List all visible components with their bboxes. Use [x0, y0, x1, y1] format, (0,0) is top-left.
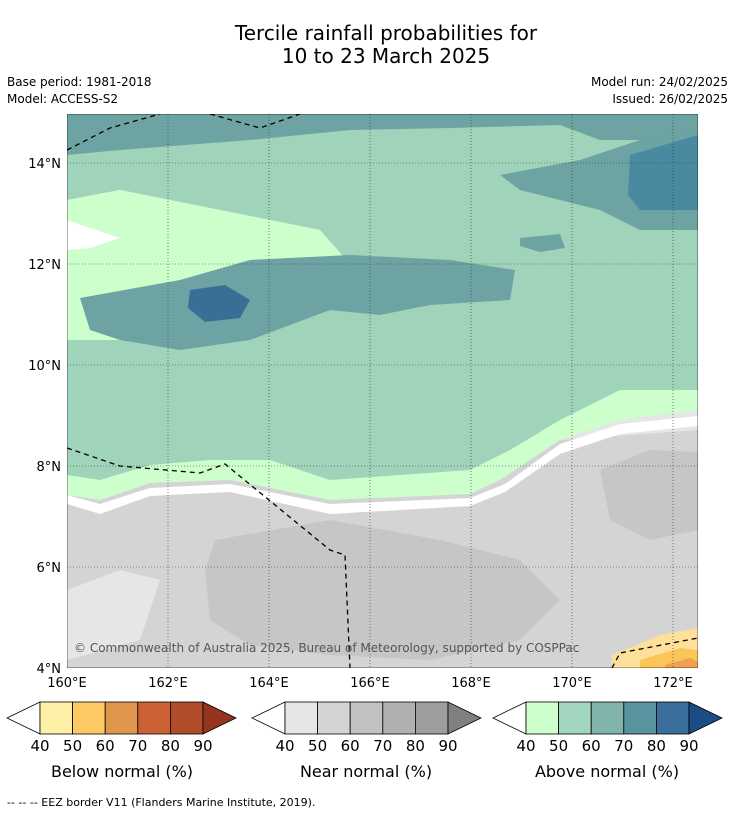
x-ticks: 160°E 162°E 164°E 166°E 168°E 170°E 172°…: [47, 676, 693, 691]
above-60-top: [67, 114, 698, 155]
colorbar-near: 40 50 60 70 80 90: [251, 701, 482, 755]
colorbar-tick-label: 50: [308, 737, 327, 755]
colorbar-swatch: [137, 701, 171, 735]
colorbar-tick-label: 60: [341, 737, 360, 755]
colorbar-above: 40 50 60 70 80 90: [492, 701, 723, 755]
y-tick: 8°N: [37, 460, 62, 475]
map-fill: [67, 114, 698, 668]
x-tick: 160°E: [47, 676, 87, 691]
colorbar-swatch: [72, 701, 106, 735]
y-tick: 10°N: [28, 359, 61, 374]
model-name: Model: ACCESS-S2: [7, 92, 119, 106]
above-60-small: [520, 234, 565, 252]
colorbar-tick-label: 40: [30, 737, 49, 755]
colorbar-tick-label: 50: [63, 737, 82, 755]
colorbar-tick-label: 90: [438, 737, 457, 755]
colorbar-swatch: [623, 701, 657, 735]
x-tick: 166°E: [350, 676, 390, 691]
colorbar-extend-high: [202, 701, 237, 735]
above-normal-label: Above normal (%): [534, 762, 680, 781]
colorbar-swatch: [656, 701, 690, 735]
below-60-region: [665, 658, 698, 668]
title-line-2: 10 to 23 March 2025: [281, 44, 491, 68]
colorbar-extend-high: [447, 701, 482, 735]
meta-left: Base period: 1981-2018 Model: ACCESS-S2: [7, 74, 152, 108]
legend: 40 50 60 70 80 90 40 50 60 70 80 90 40 50 60 70 80 90: [6, 701, 723, 755]
colorbar-swatch: [414, 701, 449, 735]
white-gap: [67, 416, 698, 514]
colorbar-tick-label: 80: [647, 737, 666, 755]
near-60-region-east: [600, 450, 698, 540]
x-tick: 162°E: [148, 676, 188, 691]
colorbar-tick-label: 40: [275, 737, 294, 755]
colorbar-extend-low: [251, 701, 286, 735]
colorbar-tick-label: 90: [679, 737, 698, 755]
colorbar-tick-label: 60: [582, 737, 601, 755]
colorbar-extend-low: [6, 701, 41, 735]
colorbar-swatch: [349, 701, 384, 735]
y-tick: 14°N: [28, 157, 61, 172]
colorbar-swatch: [317, 701, 351, 735]
above-60-region: [80, 255, 515, 350]
colorbar-tick-label: 80: [406, 737, 425, 755]
colorbar-swatch: [104, 701, 139, 735]
title-line-1: Tercile rainfall probabilities for: [234, 21, 538, 45]
colorbar-tick-label: 90: [193, 737, 212, 755]
model-run: Model run: 24/02/2025: [590, 75, 728, 89]
x-tick: 170°E: [552, 676, 592, 691]
colorbar-swatch: [525, 701, 559, 735]
colorbar-tick-label: 80: [161, 737, 180, 755]
colorbar-extend-low: [492, 701, 527, 735]
x-tick: 168°E: [451, 676, 491, 691]
below-normal-label: Below normal (%): [50, 762, 194, 781]
issued-date: Issued: 26/02/2025: [612, 92, 728, 106]
grid: [67, 114, 698, 668]
x-tick: 164°E: [249, 676, 289, 691]
y-ticks: 14°N 12°N 10°N 8°N 6°N 4°N: [28, 157, 61, 677]
colorbar-swatch: [169, 701, 204, 735]
near-40-left: [67, 570, 160, 660]
map: 14°N 12°N 10°N 8°N 6°N 4°N 160°E 162°E 1…: [28, 114, 698, 691]
white-left: [67, 220, 120, 250]
colorbar-tick-label: 60: [96, 737, 115, 755]
colorbar-below: 40 50 60 70 80 90: [6, 701, 237, 755]
y-tick: 6°N: [37, 561, 62, 576]
y-tick: 4°N: [37, 662, 62, 677]
base-period: Base period: 1981-2018: [7, 75, 152, 89]
colorbar-tick-label: 50: [549, 737, 568, 755]
eez-border: [67, 114, 698, 668]
map-title: Tercile rainfall probabilities for 10 to…: [0, 22, 736, 68]
meta-right: Model run: 24/02/2025 Issued: 26/02/2025: [591, 74, 728, 108]
colorbar-swatch: [382, 701, 416, 735]
colorbar-swatch: [590, 701, 625, 735]
colorbar-swatch: [284, 701, 318, 735]
colorbar-extend-high: [688, 701, 723, 735]
colorbar-tick-label: 70: [128, 737, 147, 755]
colorbar-tick-label: 40: [516, 737, 535, 755]
footnote: -- -- -- EEZ border V11 (Flanders Marine…: [7, 796, 316, 809]
colorbar-tick-label: 70: [614, 737, 633, 755]
above-70-region: [628, 135, 698, 210]
copyright-notice: © Commonwealth of Australia 2025, Bureau…: [74, 641, 580, 655]
near-normal-label: Near normal (%): [299, 762, 433, 781]
colorbar-swatch: [39, 701, 73, 735]
above-70-pocket: [188, 285, 250, 322]
x-tick: 172°E: [653, 676, 693, 691]
colorbar-tick-label: 70: [373, 737, 392, 755]
y-tick: 12°N: [28, 258, 61, 273]
colorbar-swatch: [558, 701, 592, 735]
